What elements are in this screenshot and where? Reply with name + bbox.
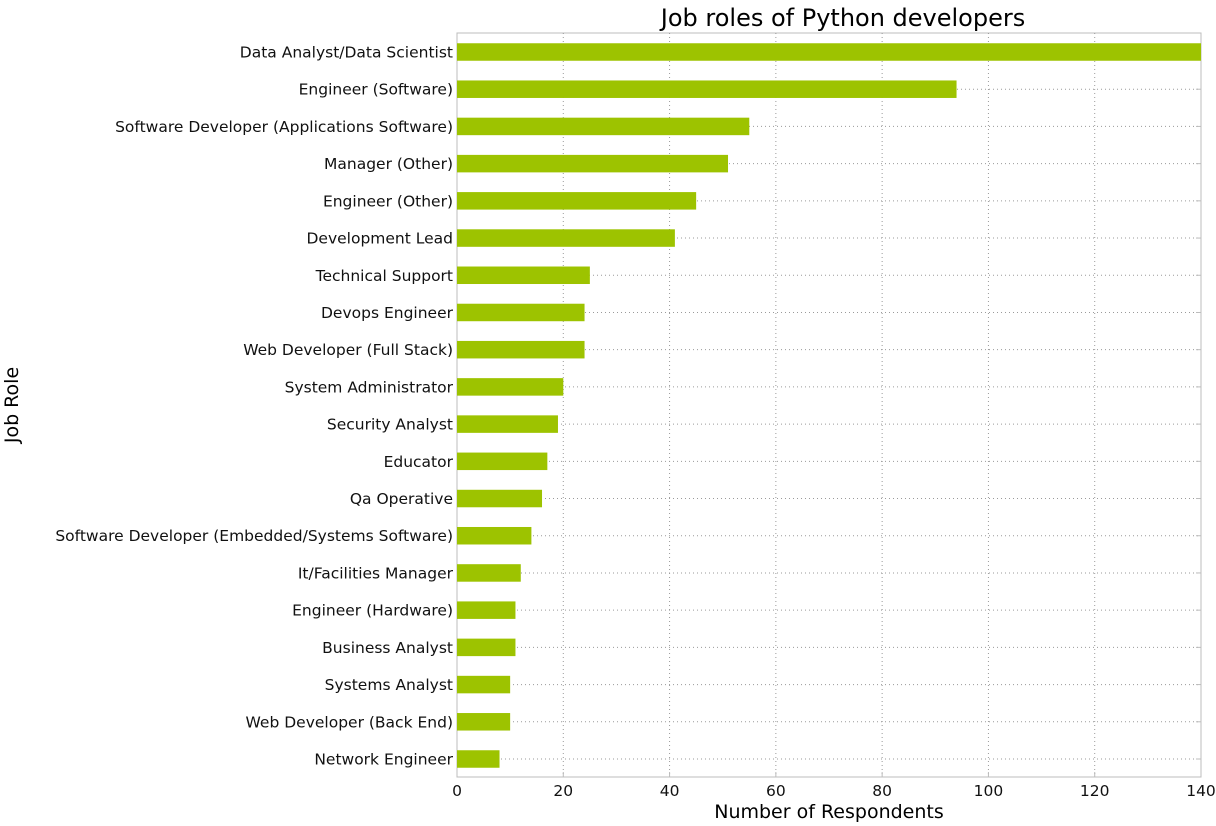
y-tick-label: It/Facilities Manager: [298, 564, 454, 582]
y-tick-label: Web Developer (Full Stack): [243, 341, 453, 359]
plot-frame: [456, 32, 1202, 778]
x-tick-label: 20: [553, 782, 573, 800]
x-tick-labels: 0 20 40 60 80 100 120 140: [452, 782, 1216, 800]
y-tick-label: Network Engineer: [314, 751, 453, 769]
y-tick-label: Educator: [384, 453, 454, 471]
bar: [457, 452, 548, 471]
y-tick-label: System Administrator: [285, 378, 454, 396]
bar: [457, 601, 516, 619]
y-tick-labels: Data Analyst/Data Scientist Engineer (Sof…: [55, 44, 453, 769]
chart-title: Job roles of Python developers: [659, 4, 1026, 32]
y-tick-label: Engineer (Software): [299, 81, 453, 99]
y-tick-label: Manager (Other): [324, 155, 453, 173]
y-tick-label: Development Lead: [306, 230, 453, 248]
y-tick-label: Engineer (Other): [323, 192, 453, 210]
y-tick-label: Systems Analyst: [325, 676, 453, 694]
bar: [457, 340, 585, 359]
bar: [457, 526, 532, 545]
y-axis-label: Job Role: [1, 367, 23, 444]
bars: [457, 43, 1201, 768]
bar: [457, 80, 957, 98]
bar: [457, 303, 585, 322]
x-tick-label: 80: [872, 782, 892, 800]
bar: [457, 415, 558, 433]
bar: [457, 229, 675, 247]
y-tick-label: Software Developer (Applications Softwar…: [115, 118, 453, 136]
y-tick-label: Engineer (Hardware): [292, 602, 453, 620]
bar: [457, 192, 697, 210]
bar: [457, 154, 729, 173]
y-tick-label: Qa Operative: [350, 490, 453, 508]
grid: [456, 33, 1202, 777]
y-tick-label: Technical Support: [315, 267, 453, 285]
x-tick-label: 0: [452, 782, 462, 800]
bar: [457, 266, 590, 285]
y-tick-label: Software Developer (Embedded/Systems Sof…: [55, 527, 453, 545]
bar: [457, 378, 564, 396]
y-tick-label: Data Analyst/Data Scientist: [240, 44, 453, 62]
x-tick-label: 60: [766, 782, 786, 800]
bar: [457, 117, 750, 136]
y-tick-label: Security Analyst: [327, 416, 453, 434]
bar: [457, 489, 543, 508]
y-tick-label: Business Analyst: [322, 639, 453, 657]
x-tick-label: 40: [660, 782, 680, 800]
y-tick-label: Devops Engineer: [321, 304, 454, 322]
x-tick-label: 140: [1186, 782, 1216, 800]
bar: [457, 43, 1201, 61]
bar: [457, 750, 500, 768]
bar: [457, 638, 516, 657]
x-axis-label: Number of Respondents: [714, 801, 944, 823]
bar: [457, 713, 511, 731]
x-tick-label: 120: [1080, 782, 1110, 800]
bar: [457, 564, 521, 582]
x-tick-label: 100: [974, 782, 1004, 800]
bar: [457, 675, 511, 694]
y-tick-label: Web Developer (Back End): [246, 713, 453, 731]
